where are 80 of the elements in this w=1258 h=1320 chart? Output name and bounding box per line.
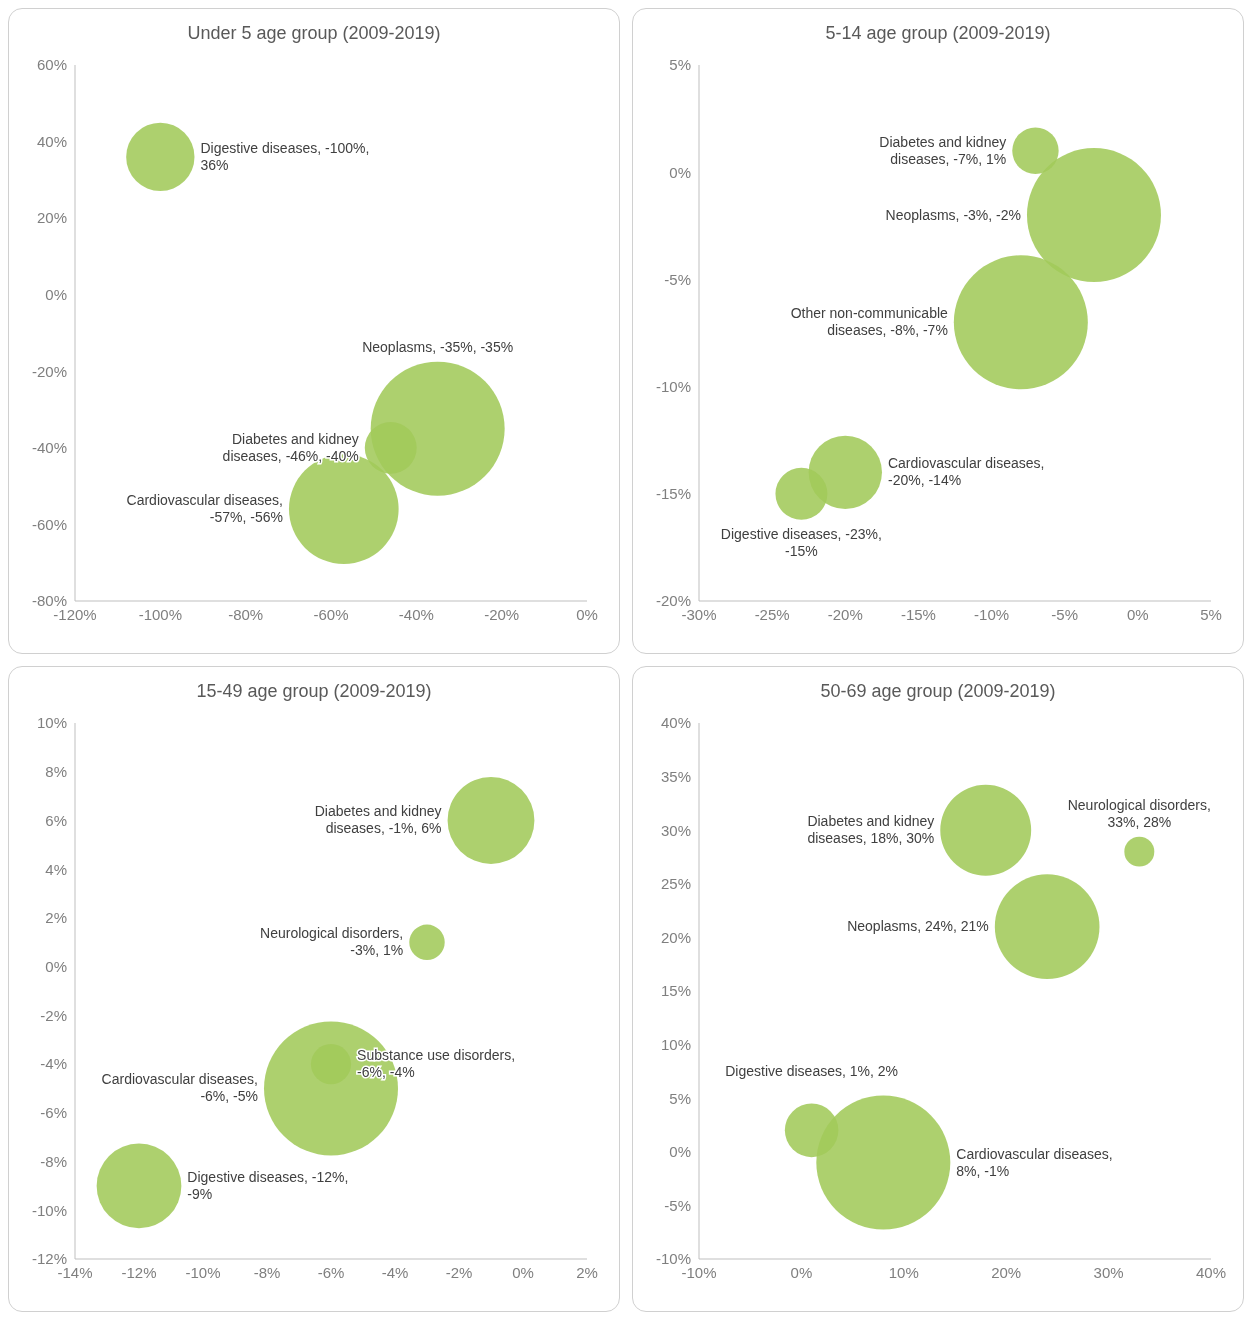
- x-tick-label: -80%: [228, 605, 264, 623]
- y-tick-label: 4%: [45, 860, 67, 878]
- y-tick-label: 15%: [660, 982, 691, 1000]
- data-label: Diabetes and kidney diseases, -1%, 6%: [314, 803, 442, 837]
- y-tick-label: 20%: [36, 209, 67, 227]
- x-tick-label: -40%: [398, 605, 434, 623]
- y-tick-label: 10%: [660, 1035, 691, 1053]
- data-label: Neoplasms, -3%, -2%: [885, 206, 1021, 223]
- y-tick-label: -60%: [31, 515, 67, 533]
- x-tick-label: 20%: [991, 1263, 1022, 1281]
- data-label: Digestive diseases, 1%, 2%: [725, 1062, 899, 1079]
- x-tick-label: -6%: [317, 1263, 345, 1281]
- x-tick-label: 0%: [1127, 605, 1149, 623]
- x-tick-label: -8%: [253, 1263, 281, 1281]
- y-tick-label: -40%: [31, 439, 67, 457]
- x-tick-label: -20%: [827, 605, 863, 623]
- y-tick-label: 10%: [36, 714, 67, 732]
- y-tick-label: 8%: [45, 763, 67, 781]
- data-label: Digestive diseases, -23%, -15%: [720, 525, 882, 559]
- y-tick-label: 0%: [669, 163, 691, 181]
- y-tick-label: 40%: [36, 132, 67, 150]
- y-tick-label: -10%: [655, 377, 691, 395]
- data-label: Cardiovascular diseases, -57%, -56%: [126, 492, 283, 526]
- x-tick-label: 40%: [1195, 1263, 1227, 1281]
- y-tick-label: 0%: [45, 286, 67, 304]
- x-tick-label: 0%: [512, 1263, 534, 1281]
- y-tick-label: -2%: [40, 1006, 67, 1024]
- y-tick-label: -15%: [655, 485, 691, 503]
- y-tick-label: 30%: [660, 821, 691, 839]
- y-tick-label: 5%: [669, 1089, 691, 1107]
- data-label: Neurological disorders, 33%, 28%: [1067, 796, 1211, 830]
- x-tick-label: -20%: [484, 605, 520, 623]
- x-tick-label: -2%: [445, 1263, 473, 1281]
- y-tick-label: -4%: [40, 1055, 67, 1073]
- x-tick-label: -15%: [900, 605, 936, 623]
- chart-title: 15-49 age group (2009-2019): [195, 681, 433, 703]
- data-label: Neoplasms, -35%, -35%: [362, 338, 514, 355]
- x-tick-label: 2%: [576, 1263, 598, 1281]
- y-tick-label: 35%: [660, 767, 691, 785]
- chart-title: Under 5 age group (2009-2019): [186, 23, 442, 45]
- chart-title: 5-14 age group (2009-2019): [824, 23, 1052, 45]
- data-label: Diabetes and kidney diseases, -7%, 1%: [879, 133, 1007, 167]
- x-tick-label: 0%: [790, 1263, 813, 1281]
- x-tick-label: -10%: [185, 1263, 221, 1281]
- x-tick-label: -10%: [974, 605, 1010, 623]
- y-tick-label: -5%: [664, 270, 691, 288]
- x-tick-label: -25%: [754, 605, 790, 623]
- data-label: Digestive diseases, -100%, 36%: [200, 139, 370, 173]
- y-tick-label: -20%: [31, 362, 67, 380]
- data-label: Diabetes and kidney diseases, 18%, 30%: [807, 813, 935, 847]
- y-tick-label: 20%: [660, 928, 691, 946]
- x-tick-label: 5%: [1200, 605, 1222, 623]
- y-tick-label: 5%: [669, 56, 691, 74]
- y-tick-label: 0%: [669, 1143, 691, 1161]
- data-label: Digestive diseases, -12%, -9%: [187, 1168, 349, 1202]
- y-tick-label: 60%: [36, 56, 67, 74]
- y-tick-label: 2%: [45, 909, 67, 927]
- x-tick-label: -5%: [1051, 605, 1079, 623]
- y-tick-label: 25%: [660, 875, 691, 893]
- y-tick-label: -10%: [31, 1201, 67, 1219]
- y-tick-label: 0%: [45, 957, 67, 975]
- x-tick-label: -12%: [121, 1263, 157, 1281]
- y-tick-label: 6%: [45, 811, 67, 829]
- data-label: Cardiovascular diseases, -20%, -14%: [887, 455, 1045, 489]
- y-tick-label: 40%: [660, 714, 691, 732]
- x-tick-label: 0%: [576, 605, 598, 623]
- x-tick-label: -100%: [138, 605, 183, 623]
- y-tick-label: -8%: [40, 1152, 67, 1170]
- x-tick-label: 10%: [888, 1263, 919, 1281]
- y-tick-label: -5%: [664, 1196, 691, 1214]
- x-tick-label: 30%: [1093, 1263, 1124, 1281]
- data-label: Neurological disorders, -3%, 1%: [260, 925, 404, 959]
- x-tick-label: -4%: [381, 1263, 409, 1281]
- data-label: Other non-communicable diseases, -8%, -7%: [790, 305, 949, 339]
- data-label: Cardiovascular diseases, -6%, -5%: [101, 1071, 258, 1105]
- data-label: Neoplasms, 24%, 21%: [847, 918, 989, 935]
- x-tick-label: -60%: [313, 605, 349, 623]
- y-tick-label: -6%: [40, 1104, 67, 1122]
- chart-title: 50-69 age group (2009-2019): [819, 681, 1057, 703]
- data-label: Cardiovascular diseases, 8%, -1%: [956, 1145, 1113, 1179]
